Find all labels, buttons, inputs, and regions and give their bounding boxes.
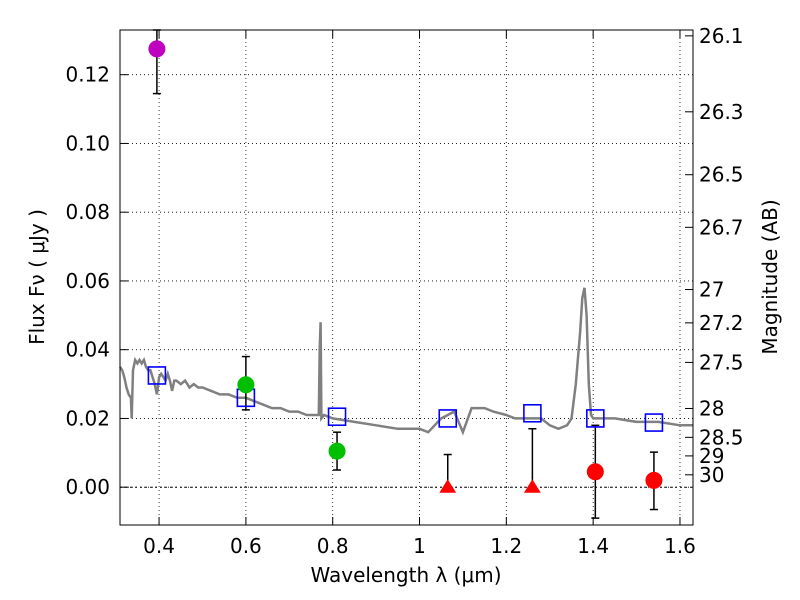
y-axis-title: Flux Fν ( μJy ) — [25, 209, 49, 345]
model-flux-square — [586, 409, 605, 428]
y-axis-ticks: 0.00 0.02 0.04 0.06 0.08 0.10 0.12 — [65, 63, 128, 499]
observed-points — [148, 40, 663, 493]
observed-flux-point — [645, 471, 663, 489]
grid — [120, 30, 693, 525]
y-tick-label: 0.00 — [65, 475, 110, 499]
y-tick-label: 0.02 — [65, 406, 110, 430]
upper-limit-triangle — [523, 479, 541, 493]
model-flux-square — [523, 403, 542, 423]
x-axis-ticks: 0.4 0.6 0.8 1 1.2 1.4 1.6 — [143, 30, 696, 558]
magnitude-tick-label: 29 — [699, 444, 724, 468]
magnitude-tick-label: 26.7 — [699, 215, 744, 239]
magnitude-tick-label: 27 — [699, 278, 724, 302]
x-axis-title: Wavelength λ (μm) — [310, 563, 501, 587]
x-tick-label: 1 — [413, 534, 426, 558]
y-tick-label: 0.04 — [65, 338, 110, 362]
magnitude-tick-label: 30 — [699, 463, 724, 487]
model-flux-square — [147, 366, 167, 385]
magnitude-tick-label: 28.5 — [699, 425, 744, 449]
magnitude-tick-label: 27.5 — [699, 350, 744, 374]
plot-frame — [119, 29, 694, 526]
y-tick-label: 0.06 — [65, 269, 110, 293]
x-tick-label: 1.6 — [664, 534, 696, 558]
x-tick-label: 1.4 — [577, 534, 609, 558]
x-tick-label: 1.2 — [490, 534, 522, 558]
observed-flux-point — [237, 376, 255, 394]
observed-flux-point — [328, 442, 346, 460]
x-tick-label: 0.4 — [143, 534, 175, 558]
magnitude-tick-label: 26.5 — [699, 163, 744, 187]
model-flux-square — [644, 413, 664, 432]
model-flux-square — [327, 407, 347, 427]
magnitude-tick-label: 28 — [699, 396, 724, 420]
magnitude-axis-title: Magnitude (AB) — [758, 199, 782, 354]
x-tick-label: 0.6 — [230, 534, 262, 558]
magnitude-tick-label: 27.2 — [699, 311, 744, 335]
observed-flux-point — [148, 40, 166, 58]
model-photometry-squares — [147, 366, 664, 432]
x-tick-label: 0.8 — [317, 534, 349, 558]
magnitude-tick-label: 26.3 — [699, 100, 744, 124]
y-tick-label: 0.12 — [65, 63, 110, 87]
magnitude-tick-label: 26.1 — [699, 24, 744, 48]
upper-limit-triangle — [439, 479, 457, 493]
y-tick-label: 0.10 — [65, 131, 110, 155]
model-flux-square — [438, 409, 458, 428]
y-tick-label: 0.08 — [65, 200, 110, 224]
observed-flux-point — [586, 463, 604, 481]
